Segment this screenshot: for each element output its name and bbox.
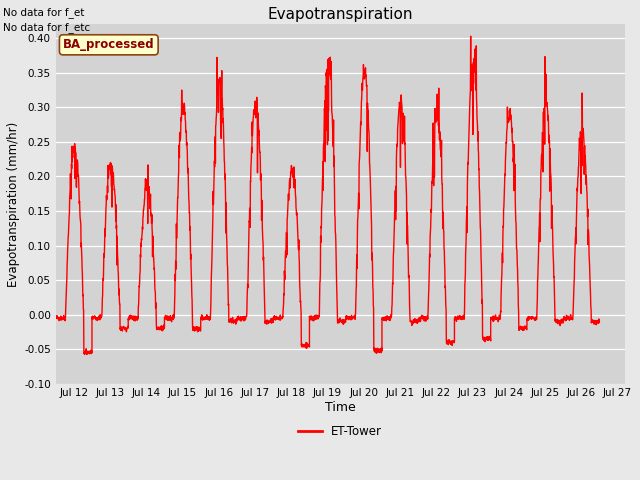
Y-axis label: Evapotranspiration (mm/hr): Evapotranspiration (mm/hr) (7, 121, 20, 287)
Legend: ET-Tower: ET-Tower (294, 420, 387, 443)
Text: No data for f_et: No data for f_et (3, 7, 84, 18)
Text: BA_processed: BA_processed (63, 38, 155, 51)
Text: No data for f_etc: No data for f_etc (3, 22, 90, 33)
Title: Evapotranspiration: Evapotranspiration (268, 7, 413, 22)
X-axis label: Time: Time (325, 401, 356, 414)
